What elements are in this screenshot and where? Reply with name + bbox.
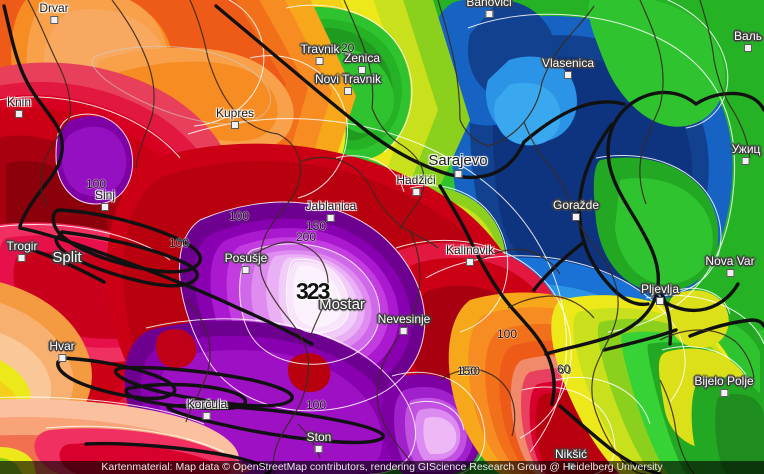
map-attribution[interactable]: Kartenmaterial: Map data © OpenStreetMap… (0, 461, 764, 474)
